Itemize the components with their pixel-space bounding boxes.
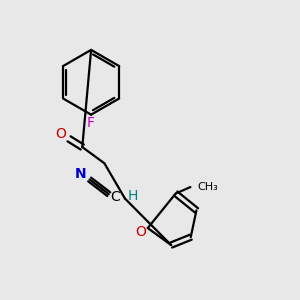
Text: CH₃: CH₃ xyxy=(197,182,218,192)
Text: N: N xyxy=(75,167,87,181)
Text: O: O xyxy=(55,127,66,141)
Text: H: H xyxy=(127,189,137,202)
Text: C: C xyxy=(110,190,119,204)
Text: O: O xyxy=(135,225,146,238)
Text: F: F xyxy=(87,116,95,130)
